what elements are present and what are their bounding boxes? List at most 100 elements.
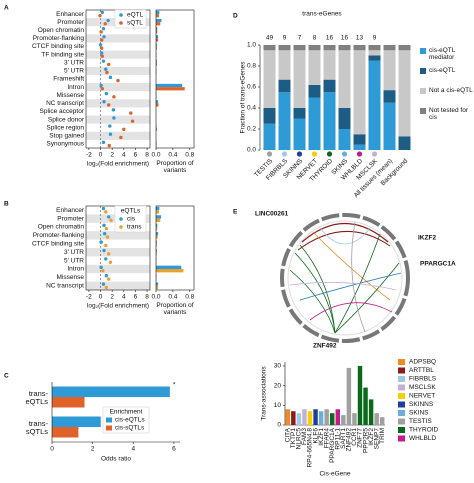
- bar: [156, 38, 159, 42]
- chord: [301, 223, 389, 243]
- x-tick-label: SART1: [340, 428, 347, 449]
- bar-segment: [338, 45, 351, 51]
- bar: [156, 269, 184, 273]
- legend-label: SKINNS: [409, 401, 434, 408]
- legend-label: cis-eQTL: [429, 67, 456, 74]
- count-label: 9: [373, 35, 377, 42]
- bar: [156, 252, 157, 256]
- row-shade: [86, 66, 150, 75]
- point: [100, 38, 104, 42]
- bar-segment: [368, 50, 381, 56]
- bar: [156, 248, 157, 253]
- row-shade: [86, 248, 150, 257]
- legend-label: cis-sQTLs: [115, 425, 145, 432]
- legend-marker: [398, 393, 405, 399]
- category-label: Open chromatin: [38, 224, 85, 231]
- bar: [291, 411, 296, 425]
- point: [104, 226, 109, 231]
- chord: [309, 302, 393, 321]
- legend-label: sQTL: [127, 20, 143, 27]
- x-tick-label: 6: [134, 294, 138, 301]
- category-label: Promoter-flanking: [33, 232, 85, 239]
- x-tick-label: IKZF2: [368, 428, 375, 446]
- count-label: 9: [283, 35, 287, 42]
- legend-label: FIBRBLS: [409, 376, 437, 383]
- annotation: *: [173, 382, 176, 389]
- category-label: Enhancer: [56, 11, 85, 18]
- point: [111, 108, 116, 112]
- y-axis-label: Fraction of trans-eGenes: [240, 61, 247, 134]
- bar: [156, 59, 157, 63]
- legend-marker: [119, 21, 123, 25]
- panel-letter: C: [4, 373, 9, 380]
- bar: [307, 411, 313, 425]
- bar-segment: [353, 50, 366, 135]
- category-label: Intron: [67, 84, 84, 91]
- bar-segment: [308, 50, 321, 85]
- chart-title: trans-eGenes: [302, 11, 342, 18]
- legend-label: MSCLSK: [409, 384, 436, 391]
- point: [99, 30, 103, 34]
- bar: [296, 413, 302, 425]
- y-axis-label: Trans-associations: [261, 366, 268, 421]
- legend-title: Enrichment: [110, 409, 143, 416]
- bar-segment: [278, 45, 291, 51]
- y-tick-label: 0.8: [247, 63, 256, 70]
- bar: [313, 409, 318, 425]
- x-tick-label: 0: [50, 446, 54, 453]
- bar: [156, 240, 157, 244]
- legend-label: TESTIS: [409, 418, 432, 425]
- point: [99, 83, 103, 88]
- point: [119, 135, 123, 140]
- category-label: trans-sQTLs: [25, 419, 48, 436]
- bar-segment: [308, 45, 321, 51]
- bar: [156, 62, 157, 67]
- legend-label: NERVET: [409, 393, 435, 400]
- point: [102, 232, 107, 236]
- legend-label: cis-eQTL mediator: [429, 47, 456, 61]
- row-shade: [86, 34, 150, 43]
- legend-marker: [398, 435, 405, 442]
- y-tick-label: 30: [274, 363, 282, 370]
- count-label: 16: [341, 35, 349, 42]
- gene-label: IKZF2: [418, 235, 436, 242]
- y-tick-label: 0.6: [247, 84, 256, 91]
- row-shade: [86, 131, 150, 140]
- bar: [156, 285, 159, 290]
- legend-label: WHLBLD: [409, 435, 436, 442]
- tissue-dot: [296, 151, 303, 157]
- point: [100, 87, 104, 91]
- legend-box: [114, 9, 147, 29]
- tissue-dot: [341, 151, 348, 157]
- legend-label: cis-eQTLs: [115, 417, 145, 424]
- bar: [156, 46, 157, 50]
- bar: [156, 243, 157, 248]
- point: [104, 210, 108, 214]
- x-tick-label: ZNF492: [346, 428, 353, 452]
- legend-marker: [398, 418, 405, 425]
- bar-segment: [323, 92, 336, 150]
- legend-marker: [398, 410, 405, 416]
- category-label: Splice region: [46, 124, 84, 131]
- category-label: Splice donor: [48, 116, 85, 123]
- tissue-dot: [371, 151, 378, 157]
- bar: [156, 210, 159, 214]
- x-tick-label: PPP2R5: [362, 428, 369, 453]
- count-label: 8: [313, 35, 317, 42]
- bar: [285, 409, 290, 425]
- legend-title: eQTLs: [121, 208, 141, 215]
- legend-label: Not tested for cis: [429, 107, 469, 121]
- tissue-dot: [281, 151, 288, 157]
- bar-segment: [323, 45, 336, 51]
- point: [98, 43, 103, 47]
- point: [129, 111, 133, 115]
- gene-label: ZNF492: [313, 343, 337, 350]
- point: [108, 124, 112, 128]
- bar-segment: [263, 108, 276, 124]
- x-axis-label: Odds ratio: [101, 456, 131, 463]
- chord: [312, 231, 391, 301]
- bar: [324, 409, 329, 425]
- chromosome-ring: [280, 213, 410, 343]
